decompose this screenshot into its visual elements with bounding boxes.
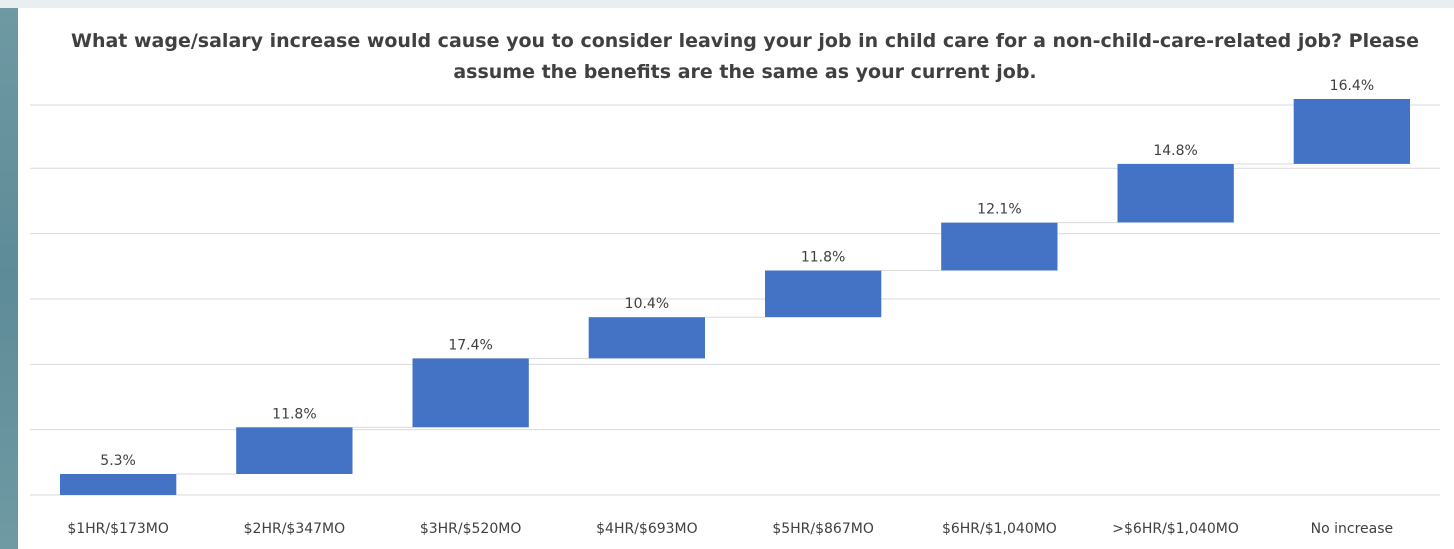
bar-8: [1293, 99, 1410, 164]
data-label: 5.3%: [100, 453, 136, 469]
bar-7: [1117, 163, 1234, 223]
category-axis-labels: $1HR/$173MO $2HR/$347MO $3HR/$520MO $4HR/$6…: [67, 521, 1393, 537]
bar-4: [588, 317, 705, 359]
top-window-edge: [0, 0, 1454, 8]
bars: [60, 99, 1410, 495]
connector-lines: [176, 163, 1294, 475]
data-label: 14.8%: [1153, 143, 1197, 159]
bar-5: [765, 270, 882, 318]
chart-title: What wage/salary increase would cause yo…: [71, 30, 1419, 83]
category-label: No increase: [1311, 521, 1394, 537]
data-label: 16.4%: [1330, 78, 1374, 94]
category-label: $2HR/$347MO: [244, 521, 346, 537]
data-label: 11.8%: [801, 250, 845, 266]
bar-2: [236, 427, 353, 474]
data-label: 10.4%: [625, 296, 669, 312]
gridlines: [30, 104, 1440, 496]
category-label: $3HR/$520MO: [420, 521, 522, 537]
data-label: 17.4%: [448, 337, 492, 353]
data-label: 12.1%: [977, 202, 1021, 218]
data-labels: 5.3% 11.8% 17.4% 10.4% 11.8% 12.1% 14.8% 16.4%: [100, 78, 1374, 469]
bar-1: [60, 474, 177, 495]
bar-6: [941, 222, 1058, 271]
left-window-edge: [0, 0, 18, 549]
category-label: $5HR/$867MO: [772, 521, 874, 537]
category-label: >$6HR/$1,040MO: [1112, 521, 1239, 537]
category-label: $6HR/$1,040MO: [942, 521, 1057, 537]
category-label: $4HR/$693MO: [596, 521, 698, 537]
category-label: $1HR/$173MO: [67, 521, 169, 537]
data-label: 11.8%: [272, 406, 316, 422]
bar-3: [412, 358, 529, 428]
